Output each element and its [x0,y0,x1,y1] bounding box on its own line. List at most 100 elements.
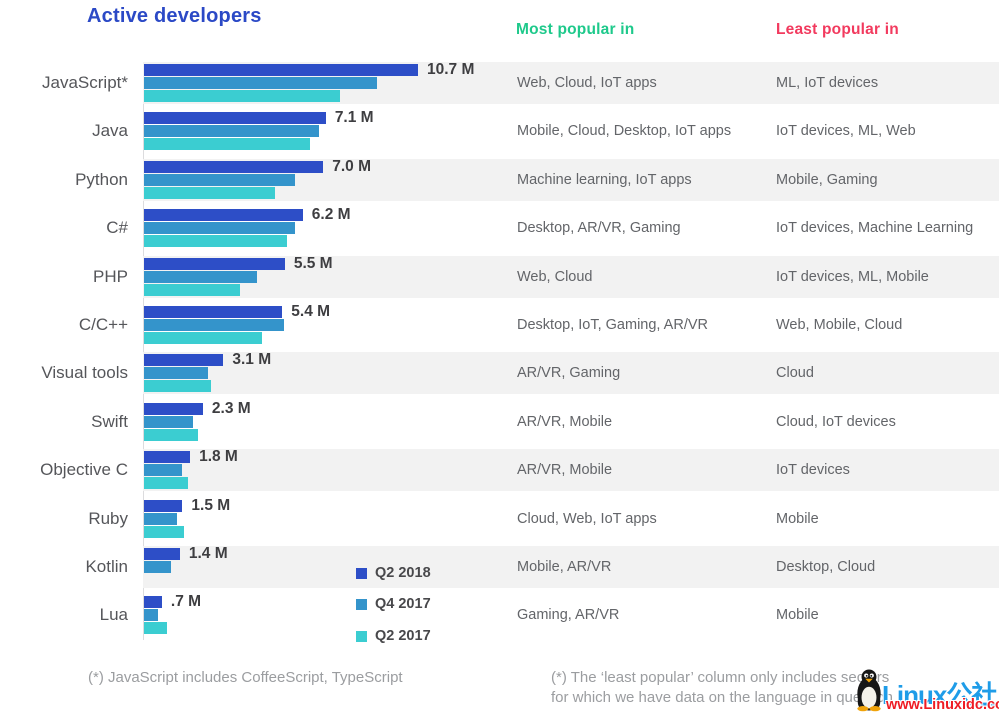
legend-label: Q4 2017 [375,596,431,612]
footnote-least-popular: (*) The ‘least popular’ column only incl… [551,668,893,707]
language-label: C/C++ [78,315,128,334]
most-popular-cell: Mobile, Cloud, Desktop, IoT apps [517,123,732,140]
most-popular-cell: Cloud, Web, IoT apps [517,510,657,527]
legend-swatch-q2-2017 [356,630,367,642]
least-popular-cell: IoT devices, Machine Learning [776,220,974,237]
least-popular-cell: Cloud [776,365,814,382]
least-popular-cell: IoT devices, ML, Web [776,123,916,140]
most-popular-cell: Web, Cloud, IoT apps [517,75,657,91]
most-popular-cell: Desktop, AR/VR, Gaming [517,220,681,237]
most-popular-cell: Desktop, IoT, Gaming, AR/VR [517,317,708,333]
bar-q2-2018 [144,451,191,464]
most-popular-cell: AR/VR, Gaming [517,365,621,382]
least-popular-cell: IoT devices [776,462,850,479]
legend-label: Q2 2018 [375,565,431,581]
bar-q2-2018 [144,112,326,125]
bar-q2-2017 [144,235,288,248]
bar-q4-2017 [144,222,296,235]
value-label: 1.4 M [188,545,228,562]
row-stripe [143,352,999,395]
bar-q4-2017 [144,561,171,573]
legend-swatch-q4-2017 [356,598,367,610]
language-label: C# [106,218,128,238]
bar-q2-2018 [144,499,183,512]
bar-q2-2017 [144,477,188,490]
watermark-site-name: Linux公社 [882,680,997,710]
bar-q2-2017 [144,380,211,393]
bar-q2-2017 [144,332,262,344]
least-popular-cell: Mobile [776,510,819,527]
bar-q2-2017 [144,622,168,635]
most-popular-cell: Mobile, AR/VR [517,559,612,575]
language-label: Swift [91,411,128,431]
legend-item-q2-2018: Q2 2018 [356,565,431,581]
value-label: 6.2 M [311,206,351,224]
bar-q4-2017 [144,173,296,186]
bar-q2-2018 [144,306,283,318]
bar-q2-2018 [144,548,180,560]
least-popular-cell: Mobile, Gaming [776,171,878,188]
value-label: 1.8 M [199,448,238,466]
bar-q2-2017 [144,186,275,199]
least-popular-cell: Desktop, Cloud [776,559,876,575]
value-label: 10.7 M [427,61,475,78]
value-label: 2.3 M [211,399,251,417]
legend-swatch-q2-2018 [356,567,367,579]
value-label: 1.5 M [191,496,231,514]
value-label: 5.4 M [291,303,331,320]
row-stripe [143,546,999,588]
most-popular-cell: AR/VR, Mobile [517,462,613,479]
least-popular-column-header: Least popular in [776,21,899,38]
least-popular-cell: IoT devices, ML, Mobile [776,268,929,285]
language-label: Objective C [40,460,128,480]
bar-q2-2018 [144,402,203,415]
language-label: Java [92,121,128,141]
page-title: Active developers [87,5,262,27]
least-popular-cell: ML, IoT devices [776,75,879,91]
footnote-javascript: (*) JavaScript includes CoffeeScript, Ty… [88,669,403,686]
most-popular-cell: Web, Cloud [517,268,593,285]
language-label: Lua [99,605,128,625]
bar-q4-2017 [144,77,378,89]
value-label: 3.1 M [232,351,272,369]
least-popular-cell: Cloud, IoT devices [776,413,896,430]
bar-q2-2018 [144,354,224,367]
watermark: Linux公社 www.Linuxidc.com [855,667,999,713]
footnote-line-2: for which we have data on the language i… [551,688,893,706]
bar-q4-2017 [144,609,159,622]
bar-q4-2017 [144,270,257,283]
footnote-line-1: (*) The ‘least popular’ column only incl… [551,669,890,686]
bar-q2-2017 [144,428,198,441]
bar-q4-2017 [144,464,183,477]
bar-q2-2018 [144,209,303,222]
bar-q4-2017 [144,512,178,525]
bar-q2-2017 [144,525,184,538]
legend-item-q2-2017: Q2 2017 [356,628,431,644]
axis-line [143,62,144,640]
bar-q2-2017 [144,283,241,296]
value-label: .7 M [170,593,202,611]
legend-label: Q2 2017 [375,628,431,644]
bar-q4-2017 [144,125,320,138]
language-label: Visual tools [41,363,128,383]
row-stripe [143,449,999,492]
row-stripe [143,255,999,298]
least-popular-cell: Mobile [776,607,819,624]
value-label: 5.5 M [293,254,333,272]
language-label: PHP [93,266,128,286]
watermark-site-url: www.Linuxidc.com [886,697,999,713]
bar-q2-2018 [144,160,324,173]
most-popular-cell: AR/VR, Mobile [517,413,613,430]
value-label: 7.0 M [332,157,372,175]
bar-q4-2017 [144,415,193,428]
tux-penguin-icon [857,669,881,712]
value-label: 7.1 M [334,109,374,127]
most-popular-cell: Machine learning, IoT apps [517,171,692,188]
most-popular-cell: Gaming, AR/VR [517,607,620,624]
language-label: Kotlin [85,557,128,576]
legend-item-q4-2017: Q4 2017 [356,596,431,612]
language-label: Python [75,169,128,189]
language-label: JavaScript* [42,73,128,92]
most-popular-column-header: Most popular in [516,21,635,38]
